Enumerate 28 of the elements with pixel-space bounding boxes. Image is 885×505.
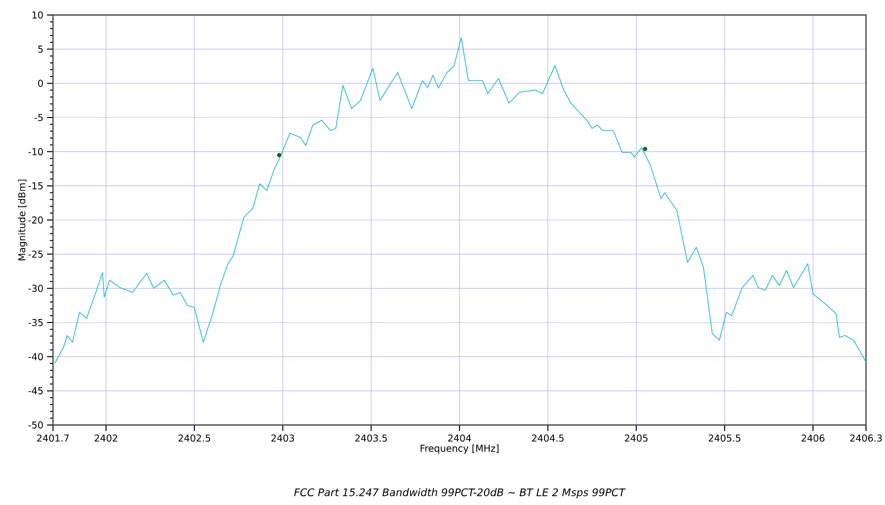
y-tick-label: -30 bbox=[28, 284, 43, 292]
x-tick-label: 2402 bbox=[94, 434, 118, 442]
text: FCC Part 15.247 Bandwidth 99PCT-20dB ~ BT LE 2 Msps 99PCT bbox=[294, 488, 626, 498]
y-tick-label: 5 bbox=[38, 46, 43, 53]
x-tick-label: 2406.3 bbox=[850, 434, 882, 442]
y-tick-label: -20 bbox=[28, 216, 43, 224]
x-tick-label: 2402.5 bbox=[178, 434, 210, 442]
y-tick-label: 0 bbox=[38, 80, 43, 87]
y-tick-label: -25 bbox=[28, 250, 43, 258]
x-tick-label: 2405 bbox=[624, 434, 648, 442]
y-tick-label: -50 bbox=[28, 421, 43, 429]
y-tick-label: -45 bbox=[28, 387, 43, 394]
x-tick-label: 2405.5 bbox=[708, 434, 740, 442]
x-tick-label: 2406 bbox=[802, 434, 824, 442]
x-tick-label: 2403 bbox=[271, 434, 294, 442]
x-tick-label: 2404 bbox=[448, 434, 472, 442]
y-tick-label: -5 bbox=[34, 114, 43, 122]
x-tick-label: 2401.7 bbox=[37, 434, 69, 442]
y-tick-label: 10 bbox=[32, 11, 43, 19]
y-axis-title: Magnitude [dBm] bbox=[18, 180, 28, 260]
x-tick-label: 2404.5 bbox=[532, 434, 564, 442]
y-tick-label: -40 bbox=[28, 353, 43, 360]
line-series bbox=[54, 37, 866, 364]
y-tick-label: -35 bbox=[28, 318, 43, 326]
y-tick-label: -15 bbox=[28, 182, 43, 190]
x-tick-label: 2403.5 bbox=[355, 434, 387, 442]
y-tick-label: -10 bbox=[28, 148, 43, 156]
x-axis-title: Frequency [MHz] bbox=[420, 444, 498, 454]
